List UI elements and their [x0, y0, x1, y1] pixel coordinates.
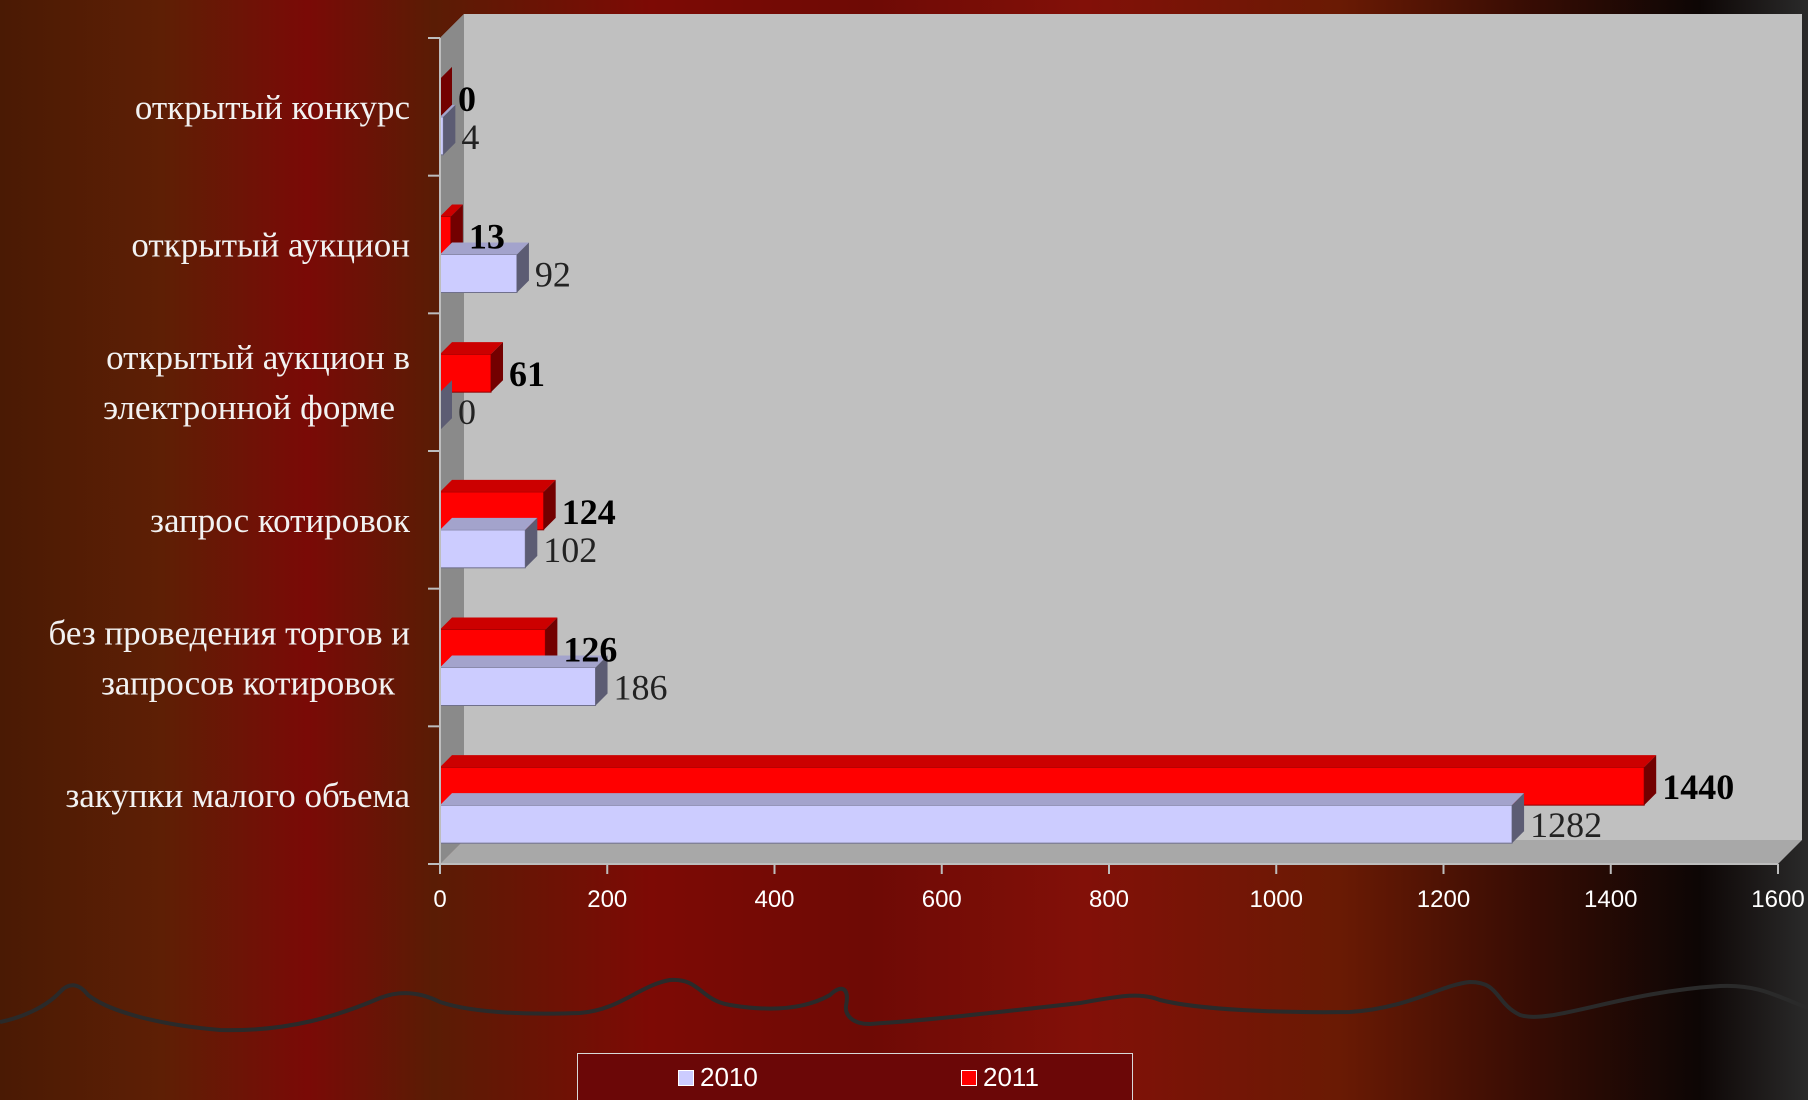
legend-label-2010: 2010 [700, 1062, 758, 1092]
bar-2010 [439, 529, 526, 569]
bar-2010-top [440, 242, 529, 255]
bar-2010-side [525, 517, 538, 568]
bar-2010-side [516, 242, 529, 293]
category-label: запрос котировок [150, 501, 411, 540]
bar-2010 [439, 804, 1513, 844]
bar-2011-side [545, 617, 558, 668]
bar-2010-top [440, 517, 538, 530]
bar-2011-top [440, 617, 558, 630]
bar-2010-side [595, 655, 608, 706]
bar-2010-side [443, 104, 456, 155]
bar-2010-side [440, 380, 452, 431]
value-label-2011: 13 [469, 217, 505, 257]
value-label-2011: 124 [562, 492, 616, 532]
category-label: без проведения торгов и запросов котирово… [49, 614, 410, 703]
bar-2010 [439, 254, 518, 293]
category-label: открытый аукцион в электронной форме [103, 338, 410, 427]
value-label-2011: 61 [509, 354, 545, 394]
bar-2011-side [543, 479, 556, 530]
bar-2010-top [440, 104, 456, 117]
bar-2011-top [440, 479, 556, 492]
value-label-2010: 4 [461, 117, 479, 157]
x-tick-label: 1200 [1417, 886, 1470, 913]
landscape-silhouette [0, 977, 1808, 1033]
x-tick-label: 800 [1089, 886, 1129, 913]
x-tick-label: 600 [922, 886, 962, 913]
bar-2010-side [1512, 793, 1525, 844]
value-label-2010: 92 [535, 255, 571, 295]
value-label-2010: 186 [614, 668, 668, 708]
bar-2010-top [440, 793, 1525, 806]
legend-swatch-2011 [961, 1069, 977, 1086]
plot-area [440, 14, 1802, 864]
legend-swatch-2010 [678, 1069, 694, 1086]
bar-2011-side [450, 204, 463, 255]
legend-item-2011: 2011 [961, 1062, 1039, 1093]
x-tick-label: 1400 [1584, 886, 1637, 913]
category-label: открытый аукцион [131, 226, 410, 265]
category-label: закупки малого объема [65, 776, 410, 815]
legend: 2010 2011 [577, 1053, 1133, 1100]
x-tick-label: 0 [433, 886, 446, 913]
x-tick-label: 400 [754, 886, 794, 913]
x-tick-label: 1600 [1751, 886, 1804, 913]
plot-back-wall [440, 14, 1802, 864]
bar-2010 [439, 667, 597, 706]
category-labels: открытый конкурс открытый аукцион открытый… [49, 88, 411, 815]
bar-2011-side [1644, 755, 1657, 806]
value-label-2010: 0 [458, 392, 476, 432]
value-label-2011: 126 [563, 630, 617, 670]
legend-item-2010: 2010 [678, 1062, 758, 1093]
bar-2011-side [440, 66, 452, 117]
bar-2011-top [440, 204, 463, 217]
bars [439, 66, 1657, 844]
x-tick-label: 200 [587, 886, 627, 913]
bar-2010-top [440, 655, 608, 668]
legend-label-2011: 2011 [983, 1062, 1039, 1092]
bar-2011-top [440, 755, 1657, 768]
category-label: открытый конкурс [135, 88, 410, 127]
value-label-2010: 102 [543, 530, 597, 570]
bar-2011-top [440, 342, 504, 355]
value-label-2011: 0 [458, 79, 476, 119]
x-tick-label: 1000 [1250, 886, 1303, 913]
value-label-2011: 1440 [1662, 767, 1734, 807]
value-label-2010: 1282 [1530, 805, 1602, 845]
x-axis: 0 200 400 600 800 1000 1200 1400 1600 [428, 37, 1805, 913]
plot-floor [440, 840, 1802, 864]
bar-2011-side [491, 342, 504, 393]
